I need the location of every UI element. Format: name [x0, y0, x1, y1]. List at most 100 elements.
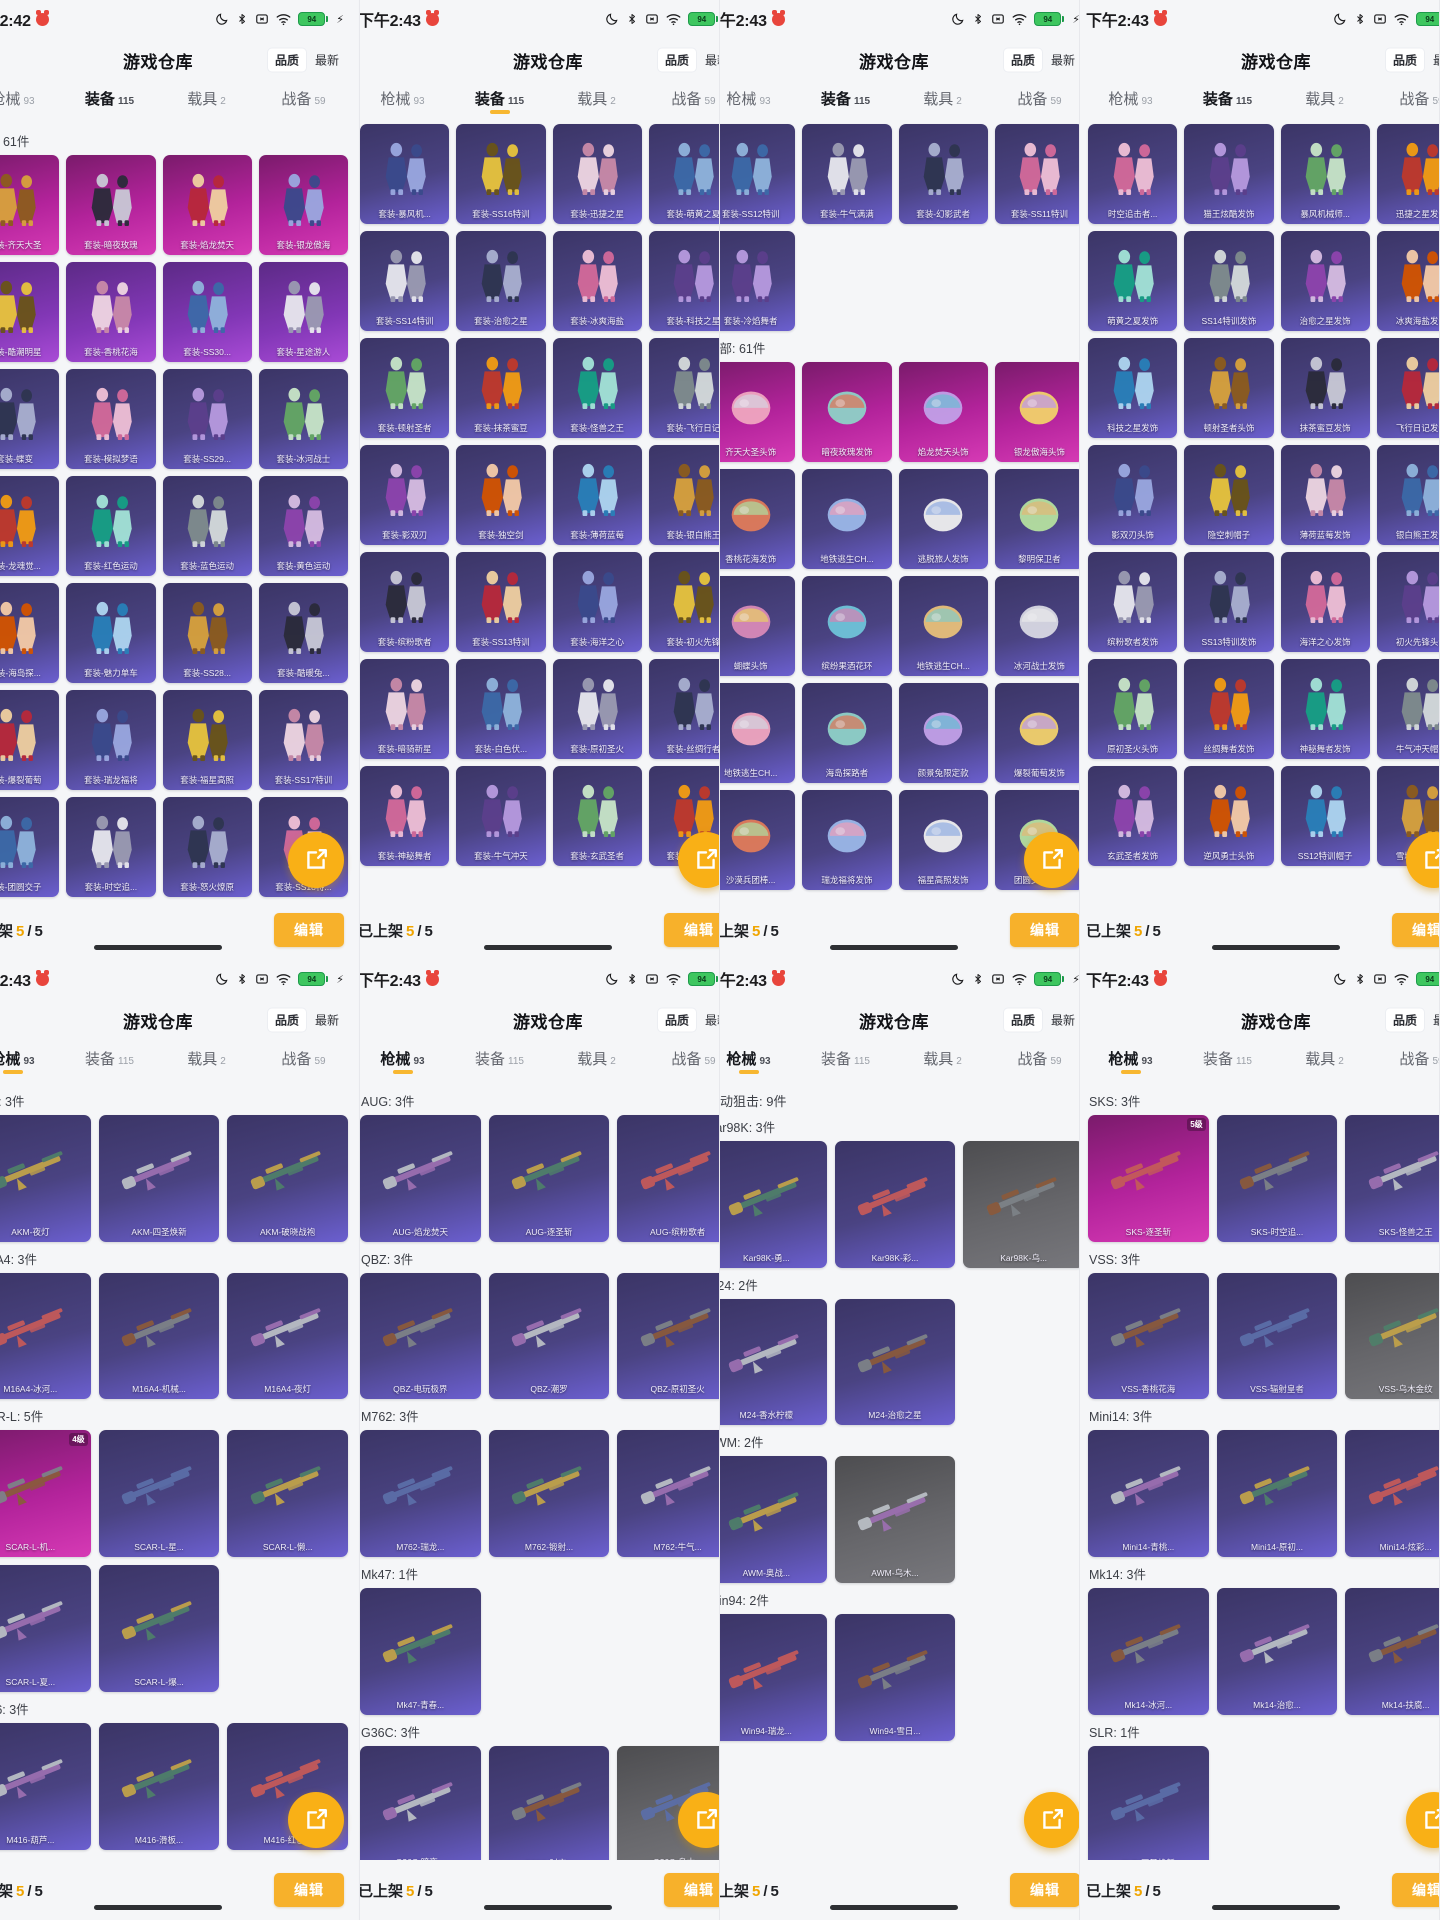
item-card[interactable]: M416-葫芦... — [0, 1722, 91, 1850]
edit-button[interactable]: 编辑 — [1010, 913, 1079, 947]
item-card[interactable]: 套装-焰龙焚天 — [162, 155, 252, 255]
scroll-area[interactable]: iii SKS: 3件 5级 SKS-逐圣斩 SKS-时空追... — [1080, 1080, 1439, 1860]
item-card[interactable]: 套装-玄武圣者 — [552, 765, 642, 866]
tab-枪械[interactable]: 枪械 93 — [1082, 86, 1179, 109]
item-card[interactable]: M762-锻射... — [488, 1430, 610, 1558]
item-card[interactable]: 黎明保卫者 — [994, 468, 1079, 569]
item-card[interactable]: 科技之星发饰 — [1088, 337, 1178, 438]
tab-装备[interactable]: 装备 115 — [797, 86, 894, 109]
item-card[interactable]: 套装-薄荷蓝莓 — [552, 444, 642, 545]
item-card[interactable]: 套装-怪兽之王 — [552, 337, 642, 438]
tab-载具[interactable]: 载具 2 — [1276, 86, 1373, 109]
item-card[interactable]: 地铁逃生CH... — [898, 575, 988, 676]
item-card[interactable]: 神秘舞者发饰 — [1280, 658, 1370, 759]
item-card[interactable]: 套装-瑞龙福将 — [66, 689, 156, 790]
item-card[interactable]: 暗夜玫瑰发饰 — [802, 361, 892, 462]
tab-枪械[interactable]: 枪械 93 — [1082, 1046, 1179, 1069]
item-card[interactable]: 套装-SS11特训 — [994, 124, 1079, 224]
item-card[interactable]: 套装-冰河战士 — [258, 368, 348, 469]
item-card[interactable]: 顿射圣者头饰 — [1184, 337, 1274, 438]
item-card[interactable]: 套装-幻影武者 — [898, 124, 988, 224]
edit-button[interactable]: 编辑 — [1392, 1873, 1439, 1907]
tab-战备[interactable]: 战备 59 — [255, 1046, 352, 1069]
tab-枪械[interactable]: 枪械 93 — [0, 1046, 61, 1069]
item-card[interactable]: 海洋之心发饰 — [1280, 551, 1370, 652]
item-card[interactable]: 原初圣火头饰 — [1088, 658, 1178, 759]
item-card[interactable]: 猫王炫酷发饰 — [1184, 124, 1274, 224]
item-card[interactable]: 套装-酷潮明星 — [0, 261, 60, 362]
item-card[interactable]: 套装-SS14特训 — [360, 230, 450, 331]
item-card[interactable]: 牛气冲天帽子 — [1376, 658, 1439, 759]
scroll-area[interactable]: 为ii AUG: 3件 AUG-焰龙焚天 AUG-逐圣斩 — [360, 1080, 719, 1860]
tab-装备[interactable]: 装备 115 — [797, 1046, 894, 1069]
item-card[interactable]: 套装-怒火燎原 — [162, 796, 252, 897]
item-card[interactable]: M762-牛气... — [617, 1430, 719, 1558]
item-card[interactable]: SKS-时空追... — [1216, 1115, 1338, 1242]
item-card[interactable]: 玄武圣者发饰 — [1088, 765, 1178, 866]
item-card[interactable]: 时空追击者... — [1088, 124, 1178, 224]
item-card[interactable]: 冰河战士发饰 — [994, 575, 1079, 676]
item-card[interactable]: 套装-暗骑新星 — [360, 658, 450, 759]
item-card[interactable]: AWM-乌木... — [834, 1456, 956, 1584]
item-card[interactable]: 套装-牛气满满 — [802, 124, 892, 224]
sort-chip-quality[interactable]: 品质 — [267, 1008, 306, 1032]
item-card[interactable]: AKM-破晓战袍 — [227, 1115, 348, 1242]
item-card[interactable]: SLR-四圣焕新 — [1088, 1745, 1209, 1860]
item-card[interactable]: 逆风勇士头饰 — [1184, 765, 1274, 866]
item-card[interactable]: 套装-酷暖兔... — [258, 582, 348, 683]
sort-chip-newest[interactable]: 最新 — [1426, 49, 1439, 72]
item-card[interactable]: 套装-萌黄之夏 — [648, 124, 719, 224]
item-card[interactable]: 套装-影双刃 — [360, 444, 450, 545]
item-card[interactable]: Kar98K-勇... — [720, 1141, 827, 1268]
item-card[interactable]: VSS-香桃花海 — [1088, 1272, 1209, 1400]
tab-战备[interactable]: 战备 59 — [991, 1046, 1079, 1069]
edit-button[interactable]: 编辑 — [274, 1873, 344, 1907]
item-card[interactable]: 银白熊王发饰 — [1376, 444, 1439, 545]
item-card[interactable]: 套装-齐天大圣 — [0, 155, 60, 255]
tab-载具[interactable]: 载具 2 — [894, 86, 991, 109]
item-card[interactable]: AUG-逐圣斩 — [488, 1115, 610, 1242]
item-card[interactable]: 套装-星途游人 — [258, 261, 348, 362]
item-card[interactable]: 套装-原初圣火 — [552, 658, 642, 759]
item-card[interactable]: AKM-夜灯 — [0, 1115, 91, 1242]
edit-button[interactable]: 编辑 — [664, 1873, 719, 1907]
share-fab-button[interactable] — [1406, 832, 1439, 888]
item-card[interactable]: 抹茶蜜豆发饰 — [1280, 337, 1370, 438]
sort-chip-quality[interactable]: 品质 — [657, 1008, 696, 1032]
item-card[interactable]: 冰爽海盐发饰 — [1376, 230, 1439, 331]
tab-装备[interactable]: 装备 115 — [1179, 1046, 1276, 1069]
sort-chip-newest[interactable]: 最新 — [314, 53, 339, 68]
item-card[interactable]: 颜景兔限定款 — [898, 682, 988, 783]
item-card[interactable]: SCAR-L-夏... — [0, 1565, 91, 1692]
item-card[interactable]: 套装-顿射圣者 — [360, 337, 450, 438]
tab-枪械[interactable]: 枪械 93 — [720, 1046, 797, 1069]
item-card[interactable]: 海岛探路者 — [802, 682, 892, 783]
item-card[interactable]: 套装-飞行日记 — [648, 337, 719, 438]
item-card[interactable]: Mk14-扶腐... — [1345, 1588, 1439, 1715]
item-card[interactable]: 缤粉歌者发饰 — [1088, 551, 1178, 652]
tab-载具[interactable]: 载具 2 — [548, 86, 645, 109]
item-card[interactable]: AUG-焰龙焚天 — [360, 1115, 481, 1242]
tab-战备[interactable]: 战备 59 — [255, 86, 352, 109]
scroll-area[interactable]: 套装-SS12特训 套装-牛气满满 套装-幻影武者 — [720, 120, 1079, 900]
item-card[interactable]: 地铁逃生CH... — [720, 682, 796, 783]
item-card[interactable]: 套装-治愈之星 — [456, 230, 546, 331]
item-card[interactable]: AKM-四圣焕新 — [98, 1115, 220, 1242]
item-card[interactable]: 焰龙焚天头饰 — [898, 361, 988, 462]
item-card[interactable]: 爆裂葡萄发饰 — [994, 682, 1079, 783]
item-card[interactable]: 套装-冷焰舞者 — [720, 230, 796, 331]
item-card[interactable]: 套装-魅力单车 — [66, 582, 156, 683]
item-card[interactable]: 蝴蝶头饰 — [720, 575, 796, 676]
tab-战备[interactable]: 战备 59 — [1373, 1046, 1439, 1069]
share-fab-button[interactable] — [288, 1792, 344, 1848]
item-card[interactable]: 套装-缤粉歌者 — [360, 551, 450, 652]
item-card[interactable]: 影双刃头饰 — [1088, 444, 1178, 545]
item-card[interactable]: 套装-海岛探... — [0, 582, 60, 683]
item-card[interactable]: G36C-时空... — [488, 1745, 610, 1860]
item-card[interactable]: 套装-神秘舞者 — [360, 765, 450, 866]
item-card[interactable]: 迅捷之星发饰 — [1376, 124, 1439, 224]
item-card[interactable]: 套装-龙魂觉... — [0, 475, 60, 576]
item-card[interactable]: 丝绸舞者发饰 — [1184, 658, 1274, 759]
sort-chip-newest[interactable]: 最新 — [704, 53, 719, 68]
item-card[interactable]: SS12特训帽子 — [1280, 765, 1370, 866]
